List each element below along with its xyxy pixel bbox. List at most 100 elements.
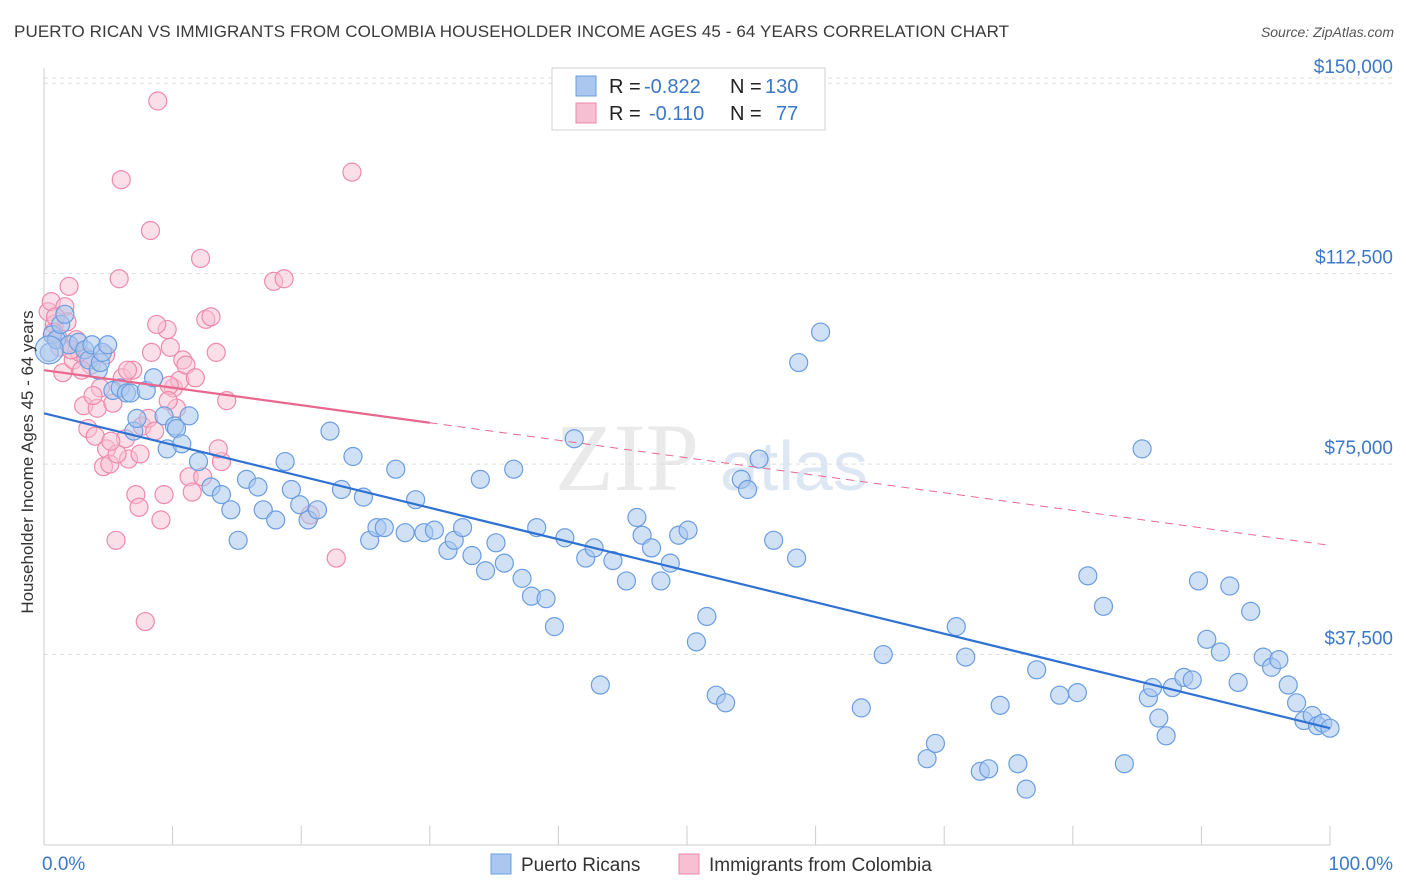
puerto-rican-point-57 [462, 545, 482, 566]
bottom-legend-colombia: Immigrants from Colombia [709, 855, 932, 876]
colombia-point-59 [342, 162, 362, 182]
puerto-rican-point-38 [281, 479, 301, 500]
puerto-rican-point-41 [307, 500, 328, 520]
legend-n-value-2: 77 [776, 103, 798, 125]
source-label: Source: ZipAtlas.com [1260, 24, 1394, 40]
puerto-rican-point-35 [253, 500, 273, 520]
puerto-rican-point-66 [536, 589, 556, 609]
puerto-rican-point-91 [811, 322, 831, 342]
chart-title: PUERTO RICAN VS IMMIGRANTS FROM COLOMBIA… [14, 22, 1010, 41]
puerto-rican-point-102 [1008, 754, 1028, 774]
puerto-rican-point-36 [266, 510, 286, 530]
puerto-rican-point-114 [1156, 726, 1176, 746]
legend-n-label-2: N = [730, 103, 762, 125]
colombia-point-37 [151, 510, 171, 530]
puerto-rican-point-105 [1050, 685, 1070, 705]
puerto-rican-point-83 [697, 606, 717, 627]
y-tick-labels: $37,500 $75,000 $112,500 $150,000 [1314, 57, 1393, 649]
puerto-rican-point-30 [211, 484, 232, 505]
puerto-rican-point-119 [1197, 629, 1217, 649]
puerto-rican-point-17 [121, 383, 141, 403]
watermark-zip: ZIP [555, 404, 699, 511]
puerto-rican-point-88 [749, 449, 769, 469]
puerto-rican-point-44 [343, 446, 363, 467]
puerto-rican-point-53 [424, 520, 444, 540]
trend-lines [43, 369, 1331, 730]
y-tick-label-2: $112,500 [1315, 248, 1393, 269]
colombia-point-32 [135, 611, 155, 632]
puerto-rican-point-67 [544, 617, 565, 637]
puerto-rican-point-89 [764, 530, 784, 550]
colombia-point-58 [326, 548, 346, 568]
puerto-rican-point-109 [1114, 754, 1134, 774]
puerto-rican-point-37 [275, 451, 295, 472]
bottom-legend-puerto-ricans: Puerto Ricans [521, 855, 640, 876]
puerto-rican-point-120 [1210, 642, 1230, 662]
puerto-rican-point-cluster [34, 335, 64, 365]
puerto-rican-point-62 [504, 459, 524, 479]
colombia-point-36 [148, 91, 168, 111]
legend-r-label-1: R = [609, 76, 641, 98]
legend-r-value-2: -0.110 [649, 103, 704, 125]
puerto-rican-point-113 [1149, 708, 1169, 728]
bottom-legend-swatch-pink [678, 853, 700, 875]
legend-r-value-1: -0.822 [644, 76, 701, 98]
puerto-rican-point-34 [248, 477, 268, 497]
axes [43, 68, 1331, 846]
puerto-rican-point-104 [1027, 660, 1047, 680]
puerto-rican-point-110 [1132, 439, 1152, 459]
puerto-rican-point-95 [917, 749, 937, 769]
puerto-rican-point-58 [470, 469, 490, 489]
puerto-rican-point-101 [990, 695, 1010, 715]
legend-n-value-1: 130 [765, 76, 798, 98]
puerto-rican-point-13 [98, 335, 118, 355]
puerto-rican-point-100 [979, 759, 999, 779]
series-puerto-rican-points [34, 304, 1340, 799]
puerto-rican-point-117 [1182, 670, 1202, 690]
puerto-rican-point-77 [641, 538, 662, 558]
x-tick-label-0: 0.0% [42, 854, 85, 875]
y-tick-label-3: $150,000 [1314, 57, 1393, 78]
legend-swatch-pink [575, 102, 597, 124]
puerto-rican-point-97 [946, 617, 966, 637]
colombia-point-51 [201, 307, 221, 327]
puerto-rican-point-49 [386, 459, 406, 479]
puerto-rican-point-94 [873, 644, 893, 665]
puerto-rican-point-81 [678, 520, 698, 540]
puerto-rican-point-87 [737, 479, 758, 500]
puerto-rican-point-90 [787, 548, 807, 568]
x-tick-label-1: 100.0% [1329, 854, 1394, 875]
bottom-legend: Puerto Ricans Immigrants from Colombia [490, 853, 932, 876]
y-axis-title: Householder Income Ages 45 - 64 years [18, 310, 37, 613]
colombia-point-65 [130, 444, 150, 464]
puerto-rican-point-82 [686, 632, 706, 652]
puerto-rican-point-63 [512, 568, 532, 588]
puerto-rican-trend-line [43, 412, 1331, 730]
colombia-point-52 [206, 342, 226, 362]
puerto-rican-point-128 [1286, 693, 1307, 713]
series-colombia-points [38, 91, 362, 632]
puerto-rican-point-26 [172, 434, 192, 454]
puerto-rican-point-4 [55, 304, 75, 324]
colombia-point-68 [101, 431, 121, 451]
colombia-point-8 [59, 276, 79, 296]
puerto-rican-point-107 [1078, 566, 1098, 586]
puerto-rican-point-72 [590, 675, 610, 695]
colombia-point-72 [111, 170, 131, 190]
puerto-rican-point-103 [1016, 779, 1036, 799]
colombia-point-76 [208, 439, 228, 459]
puerto-rican-point-92 [789, 352, 809, 373]
puerto-rican-point-126 [1269, 650, 1289, 670]
colombia-point-47 [182, 482, 202, 502]
y-tick-label-1: $75,000 [1324, 438, 1393, 459]
puerto-rican-point-93 [851, 698, 871, 718]
puerto-rican-point-121 [1220, 576, 1240, 596]
puerto-rican-point-98 [956, 647, 976, 667]
puerto-rican-point-96 [925, 733, 946, 754]
colombia-point-24 [109, 269, 129, 289]
puerto-rican-point-85 [716, 693, 736, 713]
puerto-rican-point-74 [616, 571, 637, 591]
puerto-rican-point-122 [1228, 672, 1248, 693]
grid-lines [44, 77, 1395, 656]
